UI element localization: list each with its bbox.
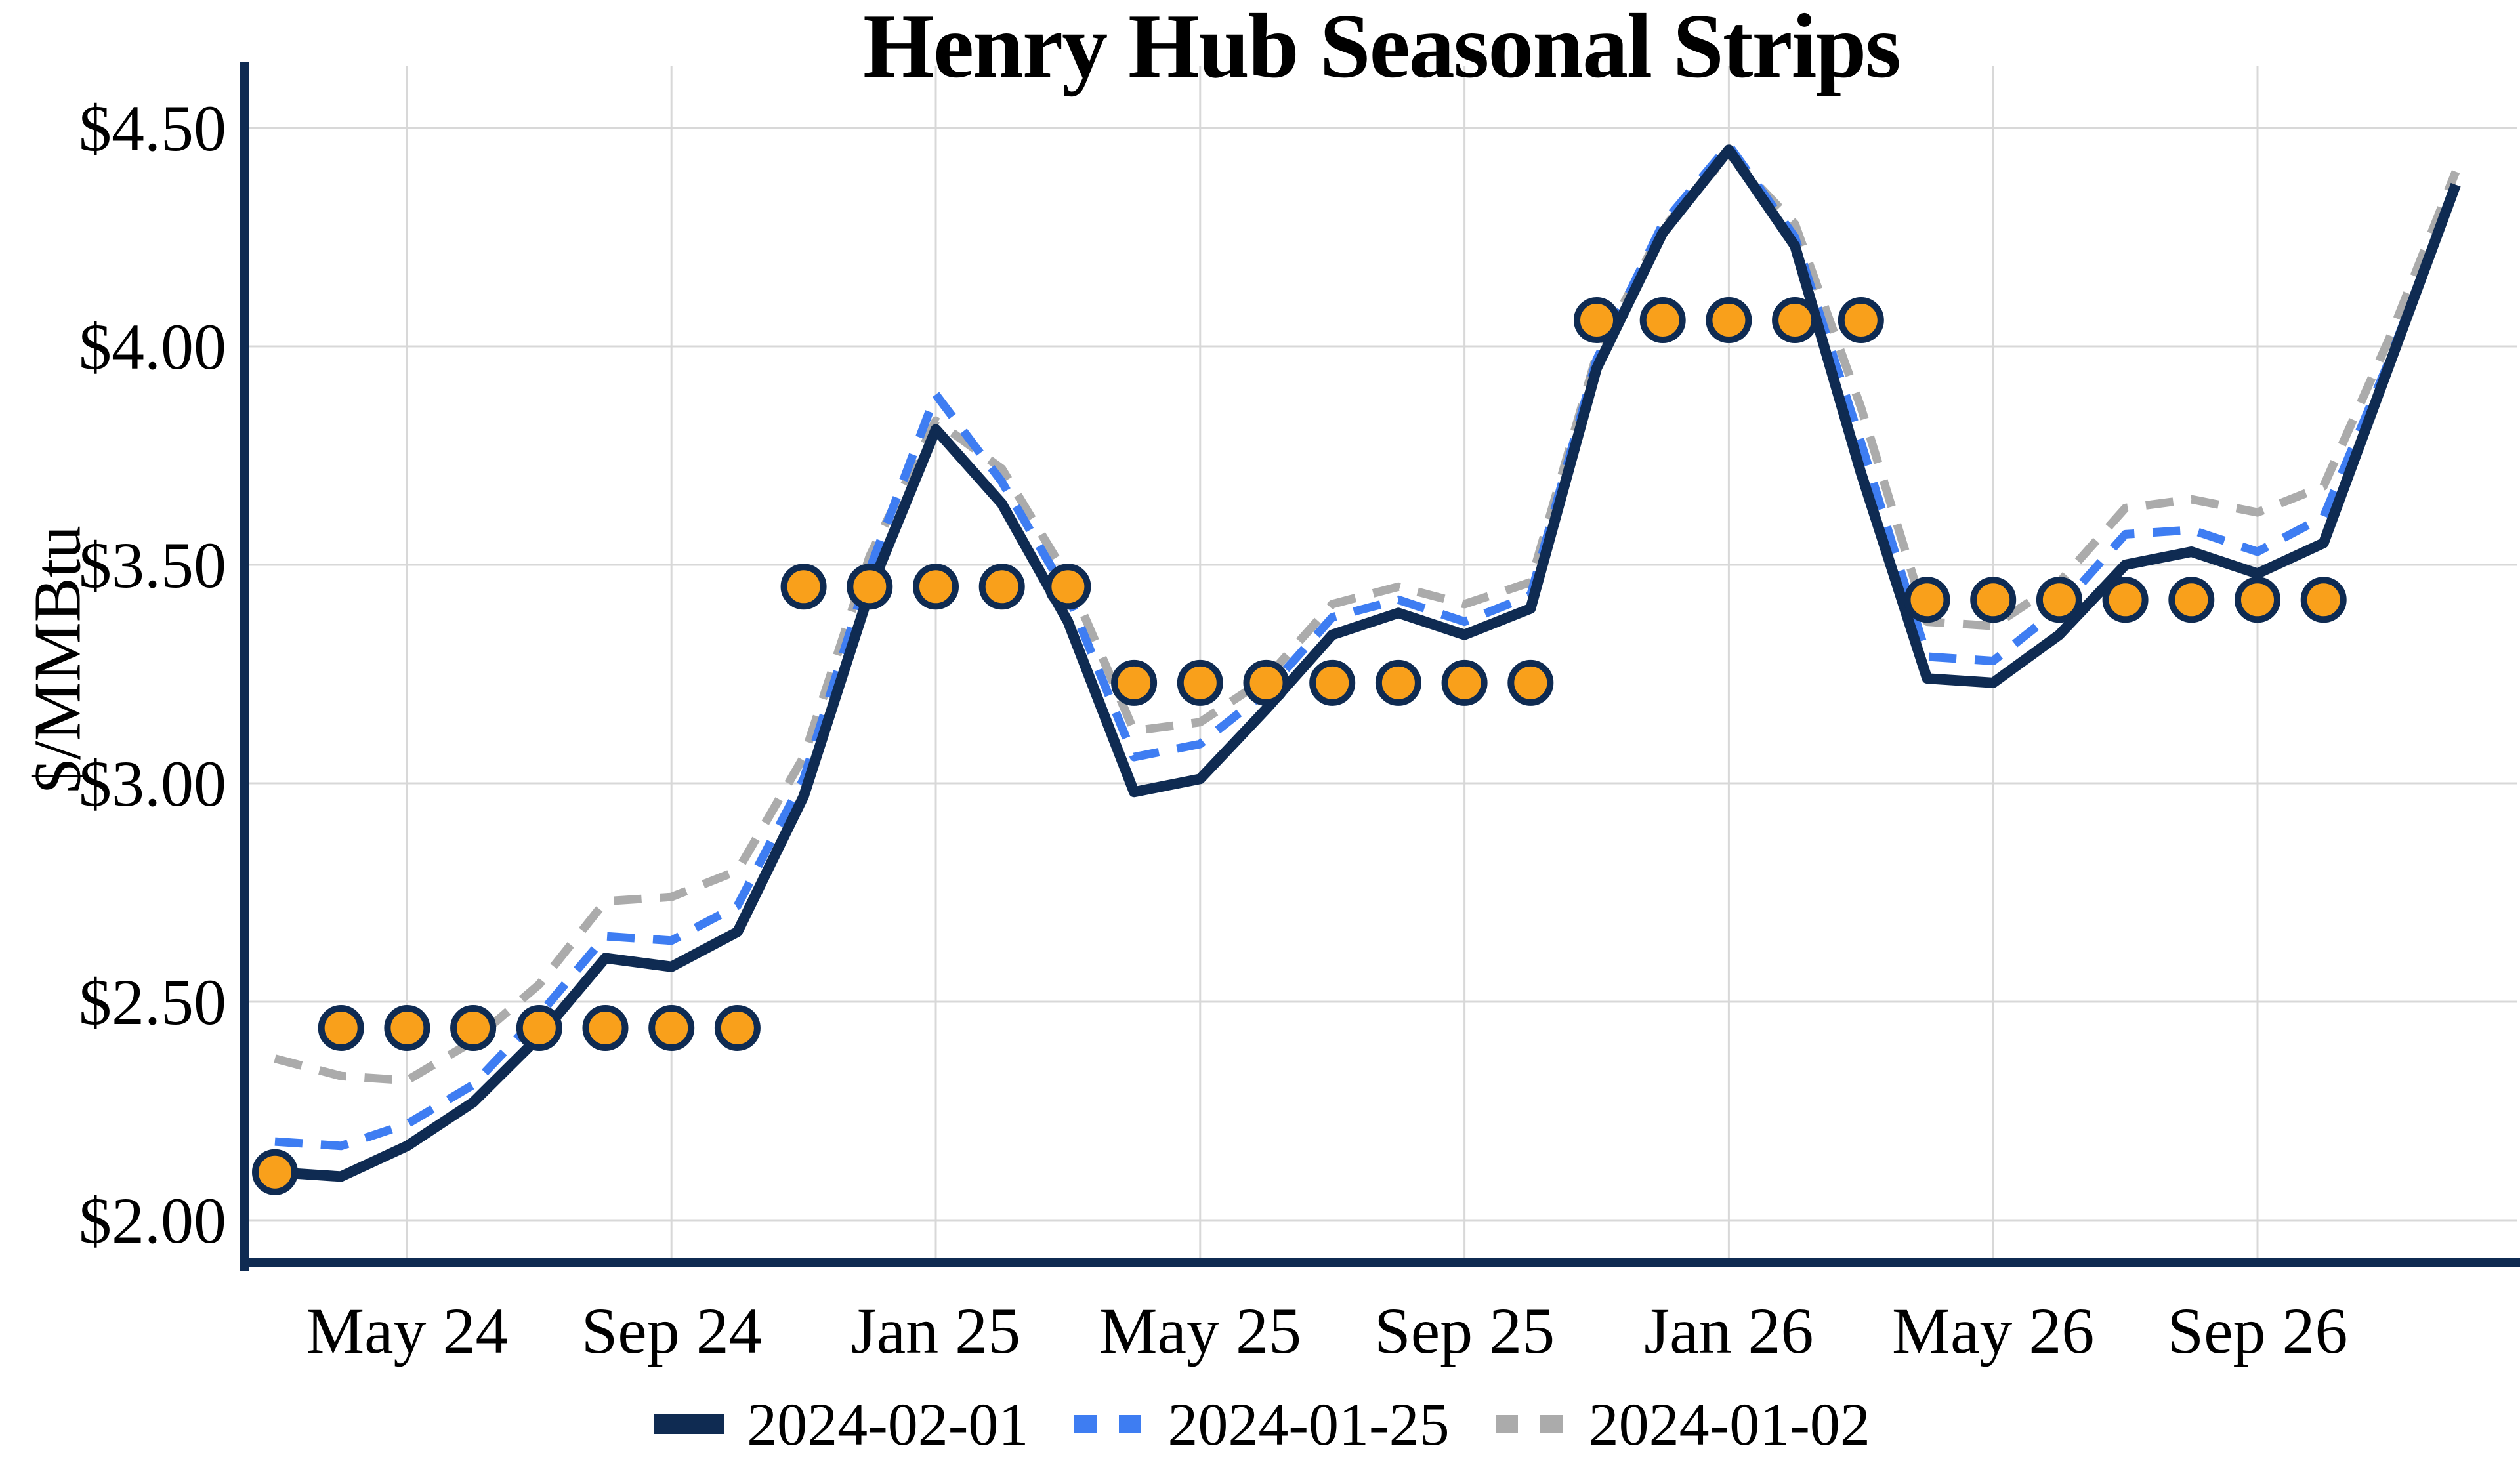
y-axis-title: $/MMBtu	[20, 525, 95, 794]
strip-marker	[2168, 577, 2215, 623]
strip-marker	[1441, 659, 1488, 706]
strip-marker	[318, 1004, 364, 1051]
strip-marker	[252, 1149, 298, 1195]
legend-item-2024-02-01: 2024-02-01	[650, 1389, 1028, 1459]
strip-marker	[1177, 659, 1223, 706]
legend-item-2024-01-25: 2024-01-25	[1070, 1389, 1450, 1459]
series-line-2024-01-02	[274, 150, 2460, 1085]
strip-marker	[1375, 659, 1421, 706]
strip-marker	[1111, 659, 1158, 706]
y-tick-label: $3.00	[79, 747, 226, 820]
y-tick-label: $2.50	[79, 966, 226, 1038]
y-axis-spine	[240, 62, 249, 1271]
y-tick-label: $4.50	[79, 92, 226, 165]
strip-marker	[648, 1004, 695, 1051]
strip-marker	[913, 564, 959, 610]
y-tick-label: $2.00	[79, 1184, 226, 1257]
strip-marker	[1838, 297, 1884, 344]
x-axis-spine	[240, 1258, 2520, 1267]
strip-marker	[1904, 577, 1950, 623]
strip-marker	[1309, 659, 1356, 706]
strip-marker	[1970, 577, 2017, 623]
legend-item-2024-01-02: 2024-01-02	[1492, 1389, 1870, 1459]
x-tick-label: May 25	[1099, 1294, 1301, 1367]
legend-solid-line-icon	[654, 1414, 725, 1434]
strip-marker	[582, 1004, 629, 1051]
strip-marker	[714, 1004, 761, 1051]
strip-marker	[780, 564, 827, 610]
strip-marker	[2235, 577, 2280, 623]
strip-marker	[1243, 659, 1290, 706]
strip-marker	[384, 1004, 430, 1051]
series-line-2024-01-25	[274, 141, 2460, 1151]
x-tick-label: Jan 26	[1644, 1294, 1813, 1367]
y-tick-label: $4.00	[79, 310, 226, 383]
series-line-2024-02-01	[274, 144, 2461, 1182]
x-tick-label: Sep 26	[2168, 1294, 2348, 1367]
strip-marker	[1706, 297, 1752, 344]
x-tick-label: Sep 25	[1374, 1294, 1555, 1367]
x-tick-label: Sep 24	[581, 1294, 762, 1367]
strip-marker	[1045, 564, 1091, 610]
strip-marker	[1639, 297, 1686, 344]
legend-label: 2024-01-02	[1588, 1391, 1870, 1458]
legend-label: 2024-02-01	[747, 1391, 1029, 1458]
strip-marker	[2300, 577, 2347, 623]
strip-marker	[847, 564, 893, 610]
strip-marker	[1574, 297, 1620, 344]
legend-label: 2024-01-25	[1167, 1391, 1450, 1458]
strip-marker	[1772, 297, 1818, 344]
chart-title: Henry Hub Seasonal Strips	[863, 0, 1901, 97]
legend-dashed-line-icon	[1495, 1415, 1566, 1433]
y-tick-label: $3.50	[79, 529, 226, 602]
x-tick-label: Jan 25	[851, 1294, 1020, 1367]
strip-marker	[1507, 659, 1554, 706]
strip-marker	[516, 1004, 562, 1051]
strip-marker	[978, 564, 1025, 610]
strip-marker	[2102, 577, 2149, 623]
strip-marker	[2036, 577, 2082, 623]
legend-dashed-line-icon	[1074, 1415, 1146, 1433]
x-tick-label: May 24	[306, 1294, 508, 1367]
x-tick-label: May 26	[1892, 1294, 2094, 1367]
legend: 2024-02-01 2024-01-25 2024-01-02	[0, 1389, 2520, 1459]
strip-marker	[450, 1004, 497, 1051]
